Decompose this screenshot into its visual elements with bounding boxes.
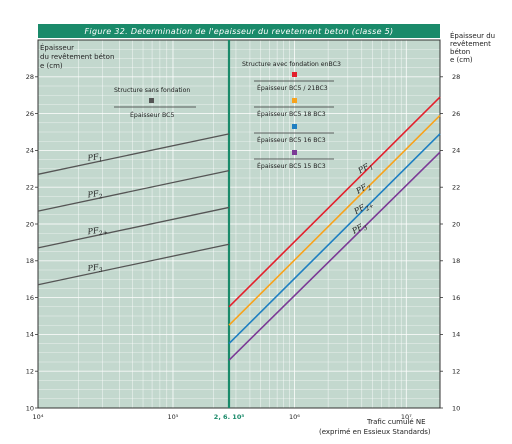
legend-right-swatch <box>292 124 297 129</box>
chart-title: Figure 32. Determination de l'epaisseur … <box>85 27 394 36</box>
y-tick-label-right: 18 <box>452 257 460 265</box>
y-tick-label-right: 24 <box>452 147 460 155</box>
x-tick-label: 10⁶ <box>289 413 300 421</box>
y-tick-label-left: 18 <box>26 257 34 265</box>
legend-right-item: Épaisseur BC5 18 BC3 <box>257 109 326 118</box>
legend-right-swatch <box>292 72 297 77</box>
x-tick-label: 10⁷ <box>401 413 412 421</box>
series-line-right-pf2 <box>228 114 441 326</box>
legend-left-swatch <box>149 98 154 103</box>
legend-right-item: Épaisseur BC5 15 BC3 <box>257 161 326 170</box>
y-tick-label-left: 10 <box>26 404 34 412</box>
legend-right-title: Structure avec fondation enBC3 <box>242 61 341 68</box>
legend-right-item: Épaisseur BC5 16 BC3 <box>257 135 326 144</box>
series-line-left-pf2 <box>37 170 230 212</box>
y-axis-title-left: e (cm) <box>40 62 63 70</box>
legend-right-swatch <box>292 98 297 103</box>
y-tick-label-right: 12 <box>452 368 460 376</box>
series-line-left-pf2plus <box>37 206 230 249</box>
legend-left-item: Épaisseur BC5 <box>130 110 174 119</box>
y-axis-title-left: du revêtement béton <box>40 53 114 61</box>
y-tick-label-left: 28 <box>26 73 34 81</box>
y-tick-label-left: 22 <box>26 184 34 192</box>
series-label-left: PF1 <box>86 152 103 166</box>
y-tick-label-right: 14 <box>452 331 460 339</box>
y-tick-label-right: 20 <box>452 220 460 228</box>
y-tick-label-left: 24 <box>26 147 34 155</box>
y-tick-label-right: 26 <box>452 110 460 118</box>
legend-right-item: Épaisseur BC5 / 21BC3 <box>257 83 328 92</box>
x-axis-title: Trafic cumulé NE <box>366 418 426 426</box>
series-line-left-pf3 <box>37 243 230 286</box>
x-tick-label: 10⁵ <box>168 413 179 421</box>
y-axis-title-left: Épaisseur <box>40 43 74 52</box>
legend-left-title: Structure sans fondation <box>114 87 190 94</box>
y-tick-label-left: 26 <box>26 110 34 118</box>
x-axis-subtitle: (exprimé en Essieux Standards) <box>319 428 431 436</box>
series-line-left-pf1 <box>37 133 230 175</box>
y-axis-title-right: béton <box>450 48 470 56</box>
x-tick-label: 2, 6. 10⁵ <box>214 413 245 421</box>
y-axis-title-right: Épaisseur du <box>450 31 495 40</box>
y-tick-label-right: 22 <box>452 184 460 192</box>
y-tick-label-left: 16 <box>26 294 34 302</box>
series-label-left: PF2 <box>86 189 103 203</box>
series-line-right-pf1 <box>228 96 441 308</box>
y-tick-label-left: 12 <box>26 368 34 376</box>
series-line-right-pf2plus <box>228 133 441 345</box>
y-axis-title-right: e (cm) <box>450 56 473 64</box>
y-tick-label-right: 28 <box>452 73 460 81</box>
series-label-left: PF3 <box>86 262 103 276</box>
y-tick-label-left: 20 <box>26 220 34 228</box>
y-axis-title-right: revêtement <box>450 40 491 48</box>
y-tick-label-left: 14 <box>26 331 34 339</box>
legend-right-swatch <box>292 150 297 155</box>
series-label-left: PF2+ <box>86 225 108 239</box>
x-tick-label: 10⁴ <box>33 413 44 421</box>
title-bar <box>38 24 440 38</box>
series-line-right-pf3 <box>228 151 441 361</box>
y-tick-label-right: 16 <box>452 294 460 302</box>
y-tick-label-right: 10 <box>452 404 460 412</box>
